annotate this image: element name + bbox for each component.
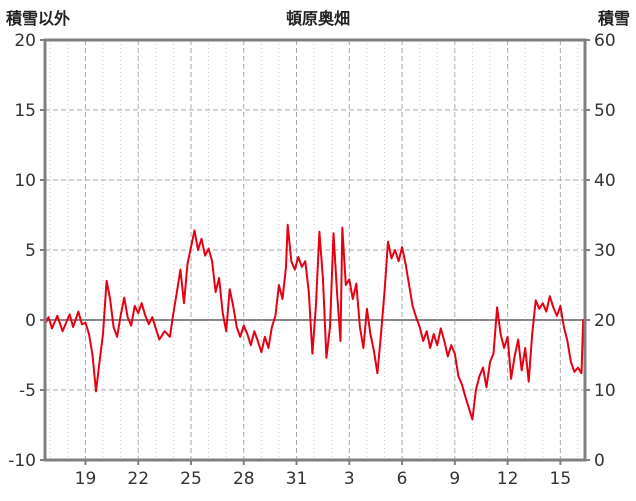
right-tick-label: 20 bbox=[594, 311, 616, 331]
x-tick-label: 6 bbox=[397, 469, 408, 489]
left-tick-label: 5 bbox=[25, 241, 36, 261]
left-tick-label: 15 bbox=[14, 101, 36, 121]
right-axis-title: 積雪 bbox=[597, 9, 630, 28]
right-tick-label: 40 bbox=[594, 171, 616, 191]
x-tick-label: 15 bbox=[550, 469, 572, 489]
left-tick-label: -10 bbox=[8, 451, 36, 471]
right-tick-label: 50 bbox=[594, 101, 616, 121]
x-tick-label: 12 bbox=[497, 469, 519, 489]
series-line bbox=[44, 223, 585, 421]
x-tick-label: 25 bbox=[180, 469, 202, 489]
x-tick-label: 19 bbox=[75, 469, 97, 489]
plot-frame bbox=[43, 38, 587, 462]
left-tick-label: -5 bbox=[19, 381, 36, 401]
right-tick-label: 60 bbox=[594, 31, 616, 51]
x-tick-label: 28 bbox=[233, 469, 255, 489]
chart-title: 頓原奥畑 bbox=[285, 9, 350, 28]
right-tick-label: 30 bbox=[594, 241, 616, 261]
right-tick-label: 10 bbox=[594, 381, 616, 401]
x-tick-label: 31 bbox=[286, 469, 308, 489]
left-tick-label: 0 bbox=[25, 311, 36, 331]
x-tick-label: 9 bbox=[449, 469, 460, 489]
x-tick-label: 3 bbox=[344, 469, 355, 489]
x-tick-label: 22 bbox=[127, 469, 149, 489]
left-tick-label: 10 bbox=[14, 171, 36, 191]
left-axis-title: 積雪以外 bbox=[6, 9, 71, 28]
right-tick-label: 0 bbox=[594, 451, 605, 471]
left-tick-label: 20 bbox=[14, 31, 36, 51]
